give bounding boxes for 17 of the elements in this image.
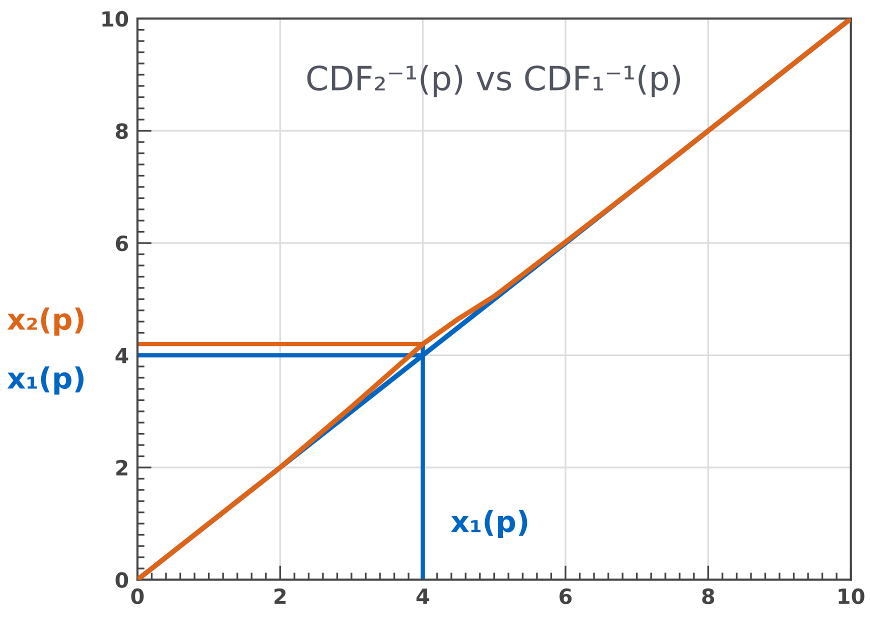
x-tick-label: 10 (838, 588, 864, 604)
y-tick-label: 0 (116, 572, 128, 588)
x-tick-label: 8 (702, 588, 714, 604)
y-tick-label: 10 (102, 11, 128, 27)
y-tick-label: 6 (116, 236, 128, 252)
y-tick-label: 8 (116, 123, 128, 140)
y-tick-label: 4 (116, 348, 128, 364)
line-series (137, 18, 851, 580)
text: CDF₂⁻¹(p) vs CDF₁⁻¹(p) (307, 64, 680, 98)
y-tick-label: 2 (116, 460, 128, 476)
x-tick-label: 0 (131, 588, 144, 604)
ref-line-label: x₁(p) (7, 366, 84, 395)
x-tick-label: 2 (274, 588, 286, 604)
x-tick-label: 6 (560, 588, 572, 604)
ref-line-label: x₁(p) (451, 510, 528, 538)
x-tick-label: 4 (416, 588, 430, 604)
ref-line-label: x₂(p) (7, 308, 84, 336)
